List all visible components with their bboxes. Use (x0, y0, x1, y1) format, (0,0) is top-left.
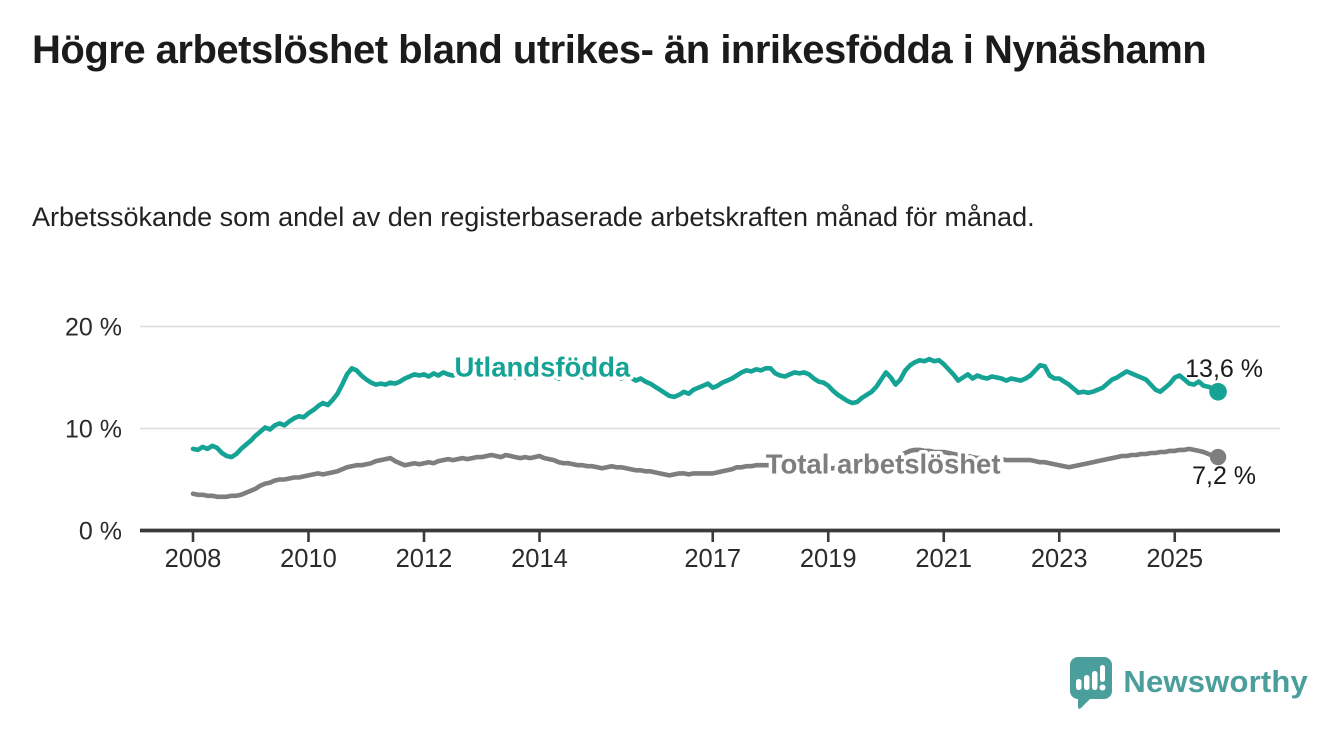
x-axis-tick-label: 2014 (511, 545, 568, 573)
x-axis-tick-label: 2017 (684, 545, 741, 573)
brand-footer: Newsworthy (1065, 656, 1308, 709)
newsworthy-logo-text: Newsworthy (1123, 664, 1308, 699)
series-end-dot-utlandsfodda (1209, 382, 1227, 401)
series-line-utlandsfodda (190, 356, 1221, 460)
series-line-total (190, 446, 1221, 500)
series-end-dot-total (1209, 448, 1227, 466)
x-axis-tick-label: 2025 (1146, 545, 1203, 573)
x-axis-tick-label: 2008 (165, 545, 222, 573)
series-label-total: Total arbetslöshet (766, 449, 1001, 480)
series-label-utlandsfodda: Utlandsfödda (455, 351, 631, 382)
y-axis-tick-label: 20 % (65, 314, 122, 342)
series-end-value-label: 7,2 % (1192, 462, 1256, 490)
y-axis-tick-label: 10 % (65, 416, 122, 444)
x-axis-tick-label: 2012 (396, 545, 453, 573)
y-axis-tick-label: 0 % (79, 518, 122, 546)
x-axis-tick-label: 2010 (280, 545, 337, 573)
newsworthy-logo-icon (1070, 657, 1113, 709)
x-axis-tick-label: 2019 (800, 545, 857, 573)
x-axis-tick-label: 2021 (915, 545, 972, 573)
x-axis-tick-label: 2023 (1031, 545, 1088, 573)
series-end-value-label: 13,6 % (1185, 355, 1263, 383)
page-title: Högre arbetslöshet bland utrikes- än inr… (32, 28, 1207, 72)
page-subtitle: Arbetssökande som andel av den registerb… (32, 202, 1035, 232)
